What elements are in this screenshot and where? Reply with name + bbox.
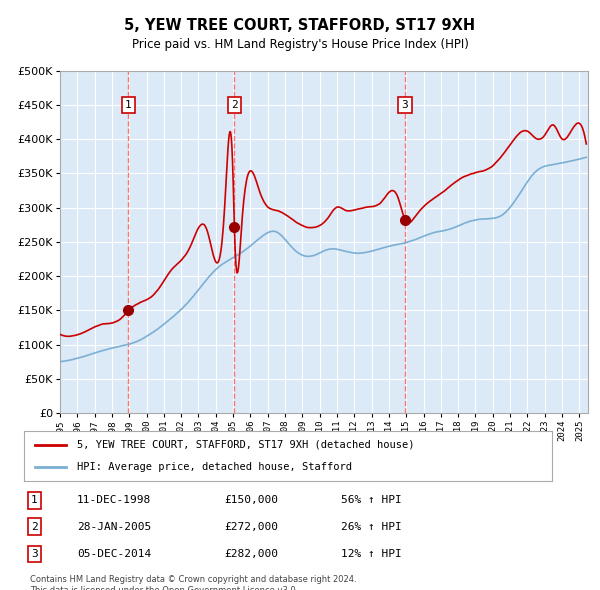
Text: 56% ↑ HPI: 56% ↑ HPI: [341, 496, 401, 505]
Text: 1: 1: [125, 100, 132, 110]
Text: 12% ↑ HPI: 12% ↑ HPI: [341, 549, 401, 559]
Text: Contains HM Land Registry data © Crown copyright and database right 2024.
This d: Contains HM Land Registry data © Crown c…: [30, 575, 356, 590]
Text: HPI: Average price, detached house, Stafford: HPI: Average price, detached house, Staf…: [77, 462, 352, 472]
Text: 05-DEC-2014: 05-DEC-2014: [77, 549, 151, 559]
Text: 5, YEW TREE COURT, STAFFORD, ST17 9XH (detached house): 5, YEW TREE COURT, STAFFORD, ST17 9XH (d…: [77, 440, 415, 450]
Text: 26% ↑ HPI: 26% ↑ HPI: [341, 522, 401, 532]
Text: 3: 3: [401, 100, 408, 110]
Text: 1: 1: [31, 496, 38, 505]
Text: Price paid vs. HM Land Registry's House Price Index (HPI): Price paid vs. HM Land Registry's House …: [131, 38, 469, 51]
Text: 3: 3: [31, 549, 38, 559]
Text: 5, YEW TREE COURT, STAFFORD, ST17 9XH: 5, YEW TREE COURT, STAFFORD, ST17 9XH: [124, 18, 476, 32]
Text: £272,000: £272,000: [224, 522, 278, 532]
Text: 11-DEC-1998: 11-DEC-1998: [77, 496, 151, 505]
Text: £150,000: £150,000: [224, 496, 278, 505]
Text: 28-JAN-2005: 28-JAN-2005: [77, 522, 151, 532]
Text: 2: 2: [231, 100, 238, 110]
Text: £282,000: £282,000: [224, 549, 278, 559]
Text: 2: 2: [31, 522, 38, 532]
